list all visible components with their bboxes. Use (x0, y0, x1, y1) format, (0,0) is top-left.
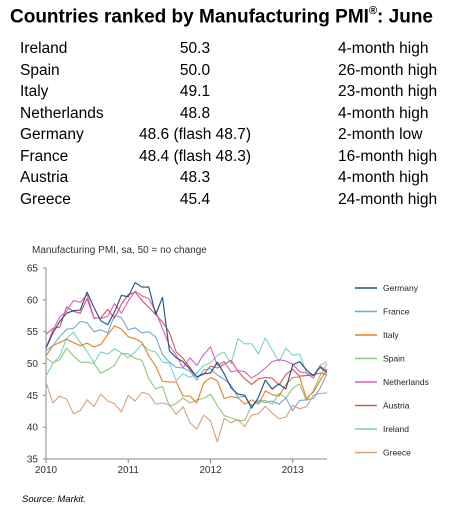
pmi-value: 50.0 (179, 61, 211, 79)
pmi-value: 49.1 (179, 83, 211, 100)
table-row: Spain 50.0 26-month high (20, 62, 450, 84)
table-row: Germany 48.6 (flash 48.7) 2-month low (20, 126, 450, 148)
series-line-austria (45, 291, 328, 386)
chart-subtitle: Manufacturing PMI, sa, 50 = no change (32, 245, 207, 256)
country-label: Greece (20, 190, 71, 208)
pmi-value: 50.3 (179, 40, 211, 57)
table-row: France 48.4 (flash 48.3) 16-month high (20, 148, 450, 170)
legend-label-ireland: Ireland (383, 424, 409, 434)
y-tick-label: 35 (27, 455, 39, 466)
country-label: Netherlands (20, 104, 104, 122)
title-suffix: : June (377, 6, 433, 28)
status-label: 4-month high (338, 169, 429, 186)
y-tick-label: 45 (27, 391, 39, 402)
country-label: Italy (20, 83, 49, 100)
registered-mark: ® (368, 5, 378, 17)
series-line-italy (45, 325, 328, 405)
table-row: Ireland 50.3 4-month high (20, 40, 450, 62)
title-text: Countries ranked by Manufacturing PMI (10, 6, 369, 28)
status-label: 26-month high (338, 61, 438, 79)
status-label: 24-month high (338, 190, 438, 208)
status-label: 16-month high (338, 147, 438, 165)
table-row: Greece 45.4 24-month high (20, 191, 450, 213)
table-row: Netherlands 48.8 4-month high (20, 105, 450, 127)
legend-label-france: France (383, 307, 410, 317)
legend-label-greece: Greece (383, 448, 411, 458)
country-label: Austria (20, 169, 69, 186)
legend-label-spain: Spain (383, 354, 405, 364)
series-line-germany (45, 282, 328, 409)
legend-label-germany: Germany (383, 283, 419, 293)
status-label: 2-month low (338, 126, 423, 143)
pmi-value: 48.6 (flash 48.7) (138, 126, 251, 143)
legend-label-netherlands: Netherlands (383, 377, 429, 387)
country-label: Spain (20, 61, 60, 79)
status-label: 4-month high (338, 104, 429, 122)
status-label: 23-month high (338, 83, 438, 100)
source-note: Source: Markit. (22, 494, 86, 505)
table-row: Austria 48.3 4-month high (20, 169, 450, 191)
y-tick-label: 65 (27, 264, 39, 275)
pmi-line-chart: Manufacturing PMI, sa, 50 = no change 35… (27, 245, 429, 476)
country-label: France (20, 147, 69, 165)
table-row: Italy 49.1 23-month high (20, 83, 450, 105)
pmi-value: 48.3 (179, 169, 211, 186)
country-label: Germany (20, 126, 84, 143)
x-tick-label: 2012 (199, 465, 222, 476)
series-line-ireland (45, 331, 328, 382)
series-line-greece (45, 381, 328, 443)
y-tick-label: 50 (27, 359, 39, 370)
y-tick-label: 55 (27, 327, 39, 338)
x-tick-label: 2013 (282, 465, 305, 476)
y-tick-label: 40 (27, 423, 39, 434)
status-label: 4-month high (338, 40, 429, 57)
pmi-value: 48.8 (179, 104, 211, 122)
pmi-value: 48.4 (flash 48.3) (138, 147, 251, 165)
series-line-netherlands (45, 290, 328, 379)
chart-title: Countries ranked by Manufacturing PMI®: … (10, 5, 433, 28)
country-label: Ireland (20, 40, 68, 57)
legend-label-italy: Italy (383, 330, 399, 340)
y-tick-label: 60 (27, 295, 39, 306)
legend-label-austria: Austria (383, 401, 410, 411)
pmi-value: 45.4 (179, 190, 211, 208)
x-tick-label: 2010 (35, 465, 58, 476)
series-line-spain (45, 347, 328, 422)
pmi-table: Ireland 50.3 4-month high Spain 50.0 26-mont… (20, 40, 450, 212)
series-line-france (45, 314, 328, 412)
x-tick-label: 2011 (117, 465, 139, 476)
